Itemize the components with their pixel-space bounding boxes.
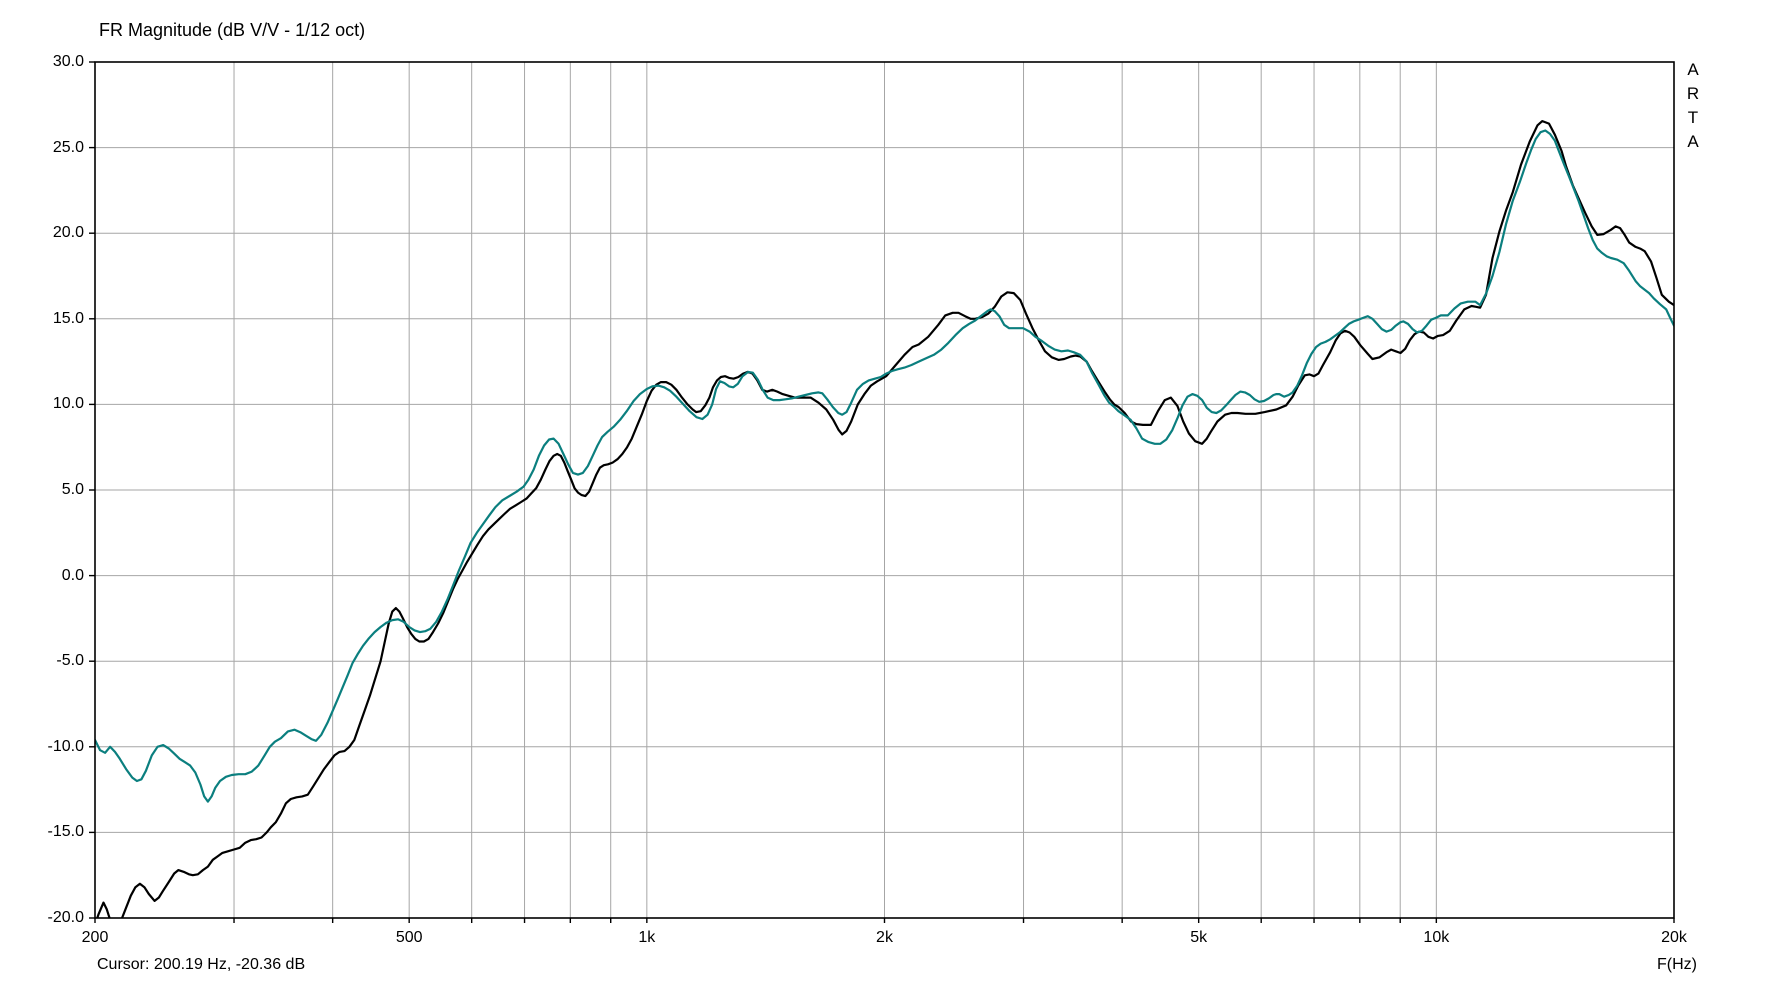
watermark-letter: A bbox=[1687, 132, 1699, 151]
y-tick-label-30.0: 30.0 bbox=[52, 53, 84, 70]
watermark-letter: T bbox=[1687, 108, 1699, 127]
y-tick-label-15.0: 15.0 bbox=[52, 309, 84, 327]
fr-curve-teal bbox=[95, 129, 1674, 803]
watermark-letter: R bbox=[1686, 84, 1700, 103]
plot-frame bbox=[94, 61, 1675, 919]
x-tick-label-500: 500 bbox=[395, 929, 423, 946]
y-tick-label-20.0: 20.0 bbox=[52, 224, 84, 242]
y-tick-label-5.0: 5.0 bbox=[61, 481, 84, 498]
page-title: FR Magnitude (dB V/V - 1/12 oct) bbox=[99, 20, 366, 40]
y-tick-label-10.0: 10.0 bbox=[52, 395, 84, 413]
x-tick-label-1k: 1k bbox=[638, 929, 656, 946]
y-tick-label--5.0: -5.0 bbox=[56, 652, 84, 670]
y-tick-label--20.0: -20.0 bbox=[47, 909, 84, 926]
y-tick-label--15.0: -15.0 bbox=[47, 823, 84, 841]
x-tick-label-10k: 10k bbox=[1423, 929, 1450, 946]
x-tick-label-200: 200 bbox=[81, 929, 109, 946]
y-tick-label-0.0: 0.0 bbox=[61, 566, 84, 584]
x-axis-title: F(Hz) bbox=[1657, 956, 1697, 973]
fr-curve-black bbox=[96, 119, 1674, 918]
y-tick-label-25.0: 25.0 bbox=[52, 138, 84, 156]
x-tick-label-20k: 20k bbox=[1661, 929, 1687, 946]
x-tick-label-2k: 2k bbox=[876, 929, 893, 946]
y-tick-label--10.0: -10.0 bbox=[47, 737, 84, 755]
cursor-readout: Cursor: 200.19 Hz, -20.36 dB bbox=[97, 956, 306, 973]
x-tick-label-5k: 5k bbox=[1190, 929, 1208, 946]
watermark-letter: A bbox=[1687, 60, 1699, 79]
